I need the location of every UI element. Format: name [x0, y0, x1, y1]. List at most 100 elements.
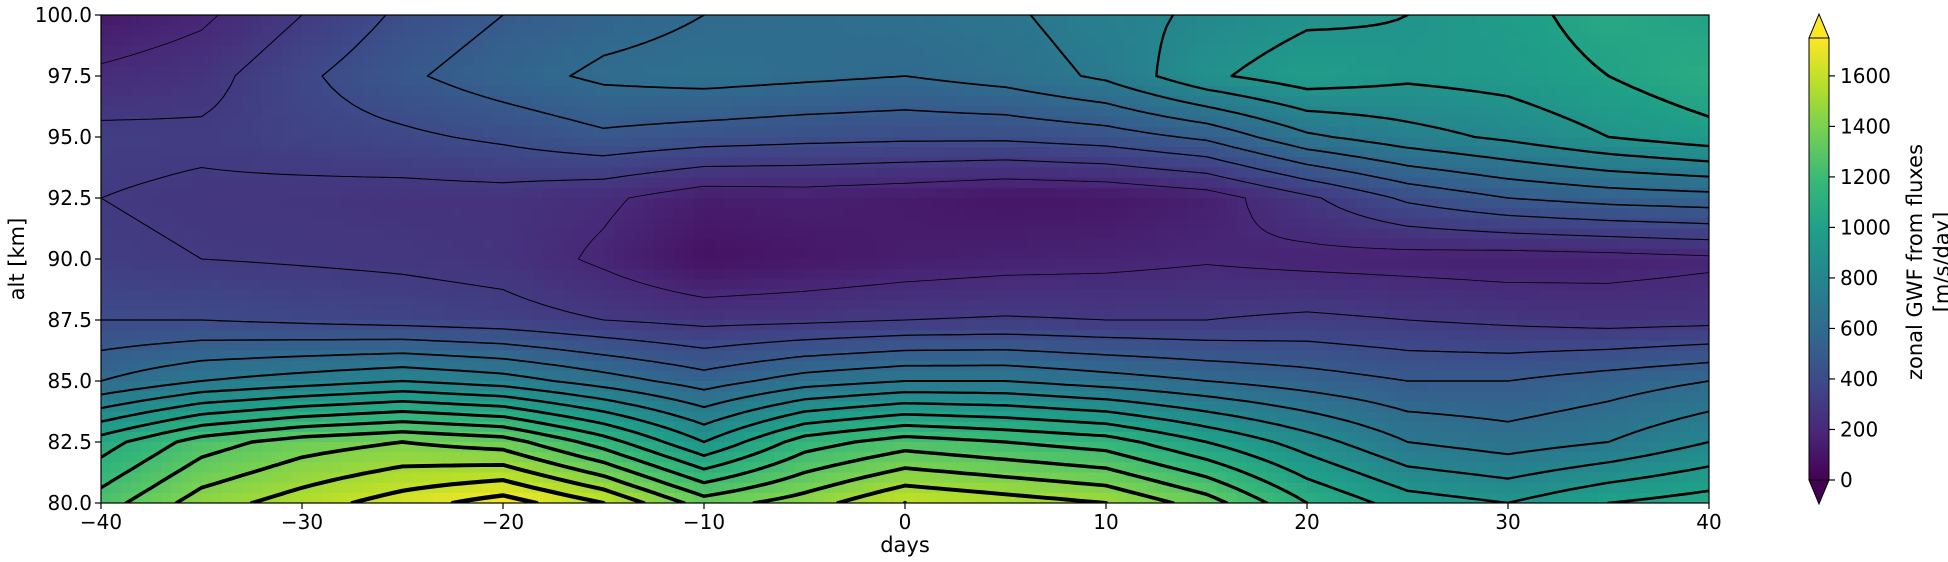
heatmap-cell — [161, 177, 172, 189]
heatmap-cell — [402, 167, 414, 179]
heatmap-cell — [673, 126, 685, 138]
heatmap-cell — [332, 187, 343, 199]
heatmap-cell — [794, 330, 806, 341]
heatmap-cell — [1106, 137, 1117, 148]
heatmap-cell — [131, 269, 142, 280]
heatmap-cell — [482, 472, 494, 484]
heatmap-cell — [1025, 147, 1037, 158]
heatmap-cell — [804, 452, 816, 463]
heatmap-cell — [503, 330, 514, 341]
heatmap-cell — [171, 411, 182, 423]
heatmap-cell — [523, 167, 534, 179]
heatmap-cell — [643, 401, 655, 413]
heatmap-cell — [533, 309, 544, 321]
heatmap-cell — [412, 35, 424, 47]
heatmap-cell — [573, 269, 584, 280]
heatmap-cell — [683, 391, 695, 402]
heatmap-cell — [985, 15, 997, 26]
heatmap-cell — [1075, 411, 1087, 423]
heatmap-cell — [915, 35, 926, 47]
heatmap-cell — [151, 167, 162, 179]
heatmap-cell — [472, 269, 484, 280]
heatmap-cell — [1085, 177, 1097, 189]
heatmap-cell — [1136, 340, 1147, 352]
heatmap-cell — [211, 350, 223, 362]
heatmap-cell — [131, 320, 142, 331]
heatmap-cell — [1126, 259, 1137, 270]
heatmap-cell — [482, 350, 494, 362]
heatmap-cell — [814, 208, 826, 219]
heatmap-cell — [291, 45, 303, 57]
heatmap-cell — [131, 218, 142, 230]
heatmap-cell — [432, 106, 444, 118]
heatmap-cell — [1075, 25, 1087, 36]
heatmap-cell — [774, 137, 785, 148]
heatmap-cell — [764, 177, 775, 189]
heatmap-cell — [824, 228, 836, 240]
heatmap-cell — [935, 330, 946, 341]
heatmap-cell — [603, 492, 615, 503]
heatmap-cell — [985, 55, 997, 67]
heatmap-cell — [533, 147, 544, 158]
heatmap-cell — [342, 421, 353, 433]
heatmap-cell — [312, 198, 323, 209]
heatmap-cell — [452, 15, 464, 26]
heatmap-cell — [704, 279, 715, 291]
heatmap-cell — [151, 96, 162, 108]
heatmap-cell — [623, 381, 635, 392]
heatmap-cell — [864, 25, 876, 36]
heatmap-cell — [563, 320, 574, 331]
heatmap-cell — [905, 96, 916, 108]
heatmap-cell — [593, 116, 605, 128]
heatmap-cell — [1106, 330, 1117, 341]
heatmap-cell — [141, 401, 152, 413]
heatmap-cell — [503, 208, 514, 219]
heatmap-cell — [734, 147, 745, 158]
heatmap-cell — [1055, 472, 1067, 484]
heatmap-cell — [573, 177, 584, 189]
heatmap-cell — [784, 279, 796, 291]
heatmap-cell — [492, 218, 504, 230]
heatmap-cell — [633, 76, 645, 87]
heatmap-cell — [1075, 330, 1087, 341]
heatmap-cell — [1035, 289, 1047, 301]
heatmap-cell — [211, 370, 223, 382]
heatmap-cell — [432, 96, 444, 108]
heatmap-cell — [905, 482, 916, 494]
heatmap-cell — [492, 360, 504, 372]
heatmap-cell — [1065, 187, 1077, 199]
heatmap-cell — [141, 330, 152, 341]
heatmap-cell — [241, 452, 253, 463]
heatmap-cell — [141, 452, 152, 463]
heatmap-cell — [834, 96, 846, 108]
heatmap-cell — [975, 462, 986, 474]
heatmap-cell — [935, 299, 946, 311]
heatmap-cell — [905, 218, 916, 230]
heatmap-cell — [1085, 431, 1097, 443]
heatmap-cell — [734, 177, 745, 189]
heatmap-cell — [985, 126, 997, 138]
heatmap-cell — [261, 147, 273, 158]
heatmap-cell — [1126, 370, 1137, 382]
heatmap-cell — [492, 35, 504, 47]
heatmap-cell — [744, 370, 755, 382]
heatmap-cell — [1065, 411, 1077, 423]
heatmap-cell — [834, 76, 846, 87]
heatmap-cell — [1085, 269, 1097, 280]
heatmap-cell — [864, 248, 876, 260]
heatmap-cell — [995, 370, 1007, 382]
heatmap-cell — [362, 147, 373, 158]
heatmap-cell — [1065, 228, 1077, 240]
heatmap-cell — [291, 177, 303, 189]
heatmap-cell — [663, 65, 675, 77]
heatmap-cell — [1035, 187, 1047, 199]
heatmap-cell — [573, 381, 584, 392]
heatmap-cell — [442, 45, 454, 57]
heatmap-cell — [714, 452, 725, 463]
heatmap-cell — [523, 147, 534, 158]
heatmap-cell — [794, 259, 806, 270]
heatmap-cell — [553, 106, 564, 118]
heatmap-cell — [101, 65, 112, 77]
heatmap-cell — [352, 482, 363, 494]
heatmap-cell — [231, 269, 243, 280]
